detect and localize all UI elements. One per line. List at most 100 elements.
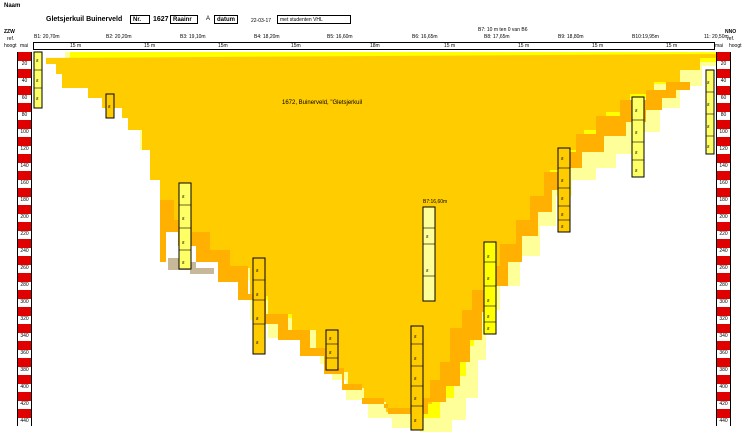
scale-left-tick: 260 xyxy=(17,264,32,273)
scale-left-tick: 300 xyxy=(17,298,32,307)
scale-left-red-cell xyxy=(17,307,32,316)
scale-left-red-cell xyxy=(17,103,32,112)
svg-text:ƨ: ƨ xyxy=(561,212,564,218)
scale-left-red-cell xyxy=(17,205,32,214)
scale-right-tick: 360 xyxy=(716,349,731,358)
spacing-row: 15 m 15 m 15m 15m 18m 15 m 15 m 15 m 15 … xyxy=(33,42,715,50)
borehole-column-b2 xyxy=(105,93,115,119)
scale-left-red-cell xyxy=(17,69,32,78)
svg-text:ƨ: ƨ xyxy=(426,268,429,274)
scale-right-tick: 380 xyxy=(716,366,731,375)
maai-label-right: mai xyxy=(715,43,724,49)
scale-left-tick: 160 xyxy=(17,179,32,188)
scale-left-tick: 220 xyxy=(17,230,32,239)
svg-text:ƨ: ƨ xyxy=(635,130,638,136)
svg-text:ƨ: ƨ xyxy=(36,96,39,102)
borehole-header-row: B1: 20,70m B2: 20,20m B3: 19,10m B4: 18,… xyxy=(4,34,734,42)
depth-scale-left: 20 40 60 80 100 120 140 160 180 200 220 240 260 280 30… xyxy=(17,52,32,430)
borehole-label-b3: B3: 19,10m xyxy=(180,34,206,40)
svg-text:ƨ: ƨ xyxy=(487,276,490,282)
scale-right-red-cell xyxy=(716,171,731,180)
scale-left-red-cell xyxy=(17,86,32,95)
scale-right-tick: 300 xyxy=(716,298,731,307)
scale-right-tick: 60 xyxy=(716,94,731,103)
borehole-column-b1 xyxy=(33,51,43,109)
svg-text:ƨ: ƨ xyxy=(182,240,185,246)
direction-left: ZZW xyxy=(4,29,15,35)
scale-left-tick: 240 xyxy=(17,247,32,256)
section-name: Gletsjerkuil Buinerveld xyxy=(46,16,123,23)
scale-left-tick: 280 xyxy=(17,281,32,290)
gold-layer xyxy=(32,54,716,412)
svg-text:ƨ: ƨ xyxy=(635,108,638,114)
scale-left-red-cell xyxy=(17,239,32,248)
borehole-label-b1: B1: 20,70m xyxy=(34,34,60,40)
borehole-column-b10 xyxy=(631,96,645,178)
scale-left-tick: 120 xyxy=(17,145,32,154)
scale-right-red-cell xyxy=(716,120,731,129)
scale-left-tick: 60 xyxy=(17,94,32,103)
borehole-column-b9 xyxy=(557,147,571,233)
scale-right-tick: 280 xyxy=(716,281,731,290)
scale-right-tick: 80 xyxy=(716,111,731,120)
direction-right: NNO xyxy=(725,29,737,35)
scale-right-red-cell xyxy=(716,137,731,146)
scale-right-tick: 320 xyxy=(716,315,731,324)
spacing-7: 15 m xyxy=(518,43,530,49)
scale-right-tick: 20 xyxy=(716,60,731,69)
borehole-column-b4 xyxy=(252,257,266,355)
spacing-1: 15 m xyxy=(70,43,82,49)
svg-text:ƨ: ƨ xyxy=(329,336,332,342)
svg-text:ƨ: ƨ xyxy=(256,268,259,274)
borehole-column-b11 xyxy=(705,69,715,155)
spacing-9: 15 m xyxy=(666,43,678,49)
scale-left-red-cell xyxy=(17,392,32,401)
depth-scale-right: 20 40 60 80 100 120 140 160 180 200 220 240 260 280 30… xyxy=(716,52,731,430)
borehole-column-b3 xyxy=(178,182,192,270)
svg-text:ƨ: ƨ xyxy=(707,124,710,130)
scale-left-red-cell xyxy=(17,222,32,231)
section-caption: 1672, Buinerveld, "Gletsjerkuil xyxy=(282,100,363,106)
ref-label-right: ref. xyxy=(727,36,735,42)
borehole-label-b11: 11: 20,50m xyxy=(704,34,729,40)
scale-left-red-cell xyxy=(17,120,32,129)
nr-label: Nr. xyxy=(130,15,150,24)
scale-right-red-cell xyxy=(716,69,731,78)
scale-right-tick: 420 xyxy=(716,400,731,409)
borehole-label-b2: B2: 20,20m xyxy=(106,34,132,40)
scale-right-red-cell xyxy=(716,307,731,316)
scale-right-red-cell xyxy=(716,86,731,95)
scale-right-tick: 220 xyxy=(716,230,731,239)
scale-right-red-cell xyxy=(716,188,731,197)
scale-left-red-cell xyxy=(17,256,32,265)
scale-right-tick: 160 xyxy=(716,179,731,188)
name-label: Naam xyxy=(4,3,21,9)
scale-right-red-cell xyxy=(716,392,731,401)
scale-right-red-cell xyxy=(716,222,731,231)
svg-text:ƨ: ƨ xyxy=(182,260,185,266)
scale-left-red-cell xyxy=(17,52,32,61)
scale-right-red-cell xyxy=(716,375,731,384)
datum-label: datum xyxy=(214,15,238,24)
borehole-label-b6: B6: 16,65m xyxy=(412,34,438,40)
spacing-6: 15 m xyxy=(444,43,456,49)
scale-left-red-cell xyxy=(17,375,32,384)
borehole-label-b5: B5: 16,60m xyxy=(327,34,353,40)
borehole-columns xyxy=(33,51,715,431)
scale-right-red-cell xyxy=(716,409,731,418)
orange-layer xyxy=(160,82,690,414)
scale-left-red-cell xyxy=(17,273,32,282)
svg-text:ƨ: ƨ xyxy=(561,224,564,230)
scale-left-tick: 20 xyxy=(17,60,32,69)
scale-left-red-cell xyxy=(17,409,32,418)
scale-right-tick: 440 xyxy=(716,417,731,426)
svg-text:ƨ: ƨ xyxy=(487,254,490,260)
scale-right-red-cell xyxy=(716,52,731,61)
svg-text:ƨ: ƨ xyxy=(256,340,259,346)
scale-left-red-cell xyxy=(17,358,32,367)
scale-right-tick: 200 xyxy=(716,213,731,222)
scale-right-tick: 240 xyxy=(716,247,731,256)
scale-left-red-cell xyxy=(17,341,32,350)
